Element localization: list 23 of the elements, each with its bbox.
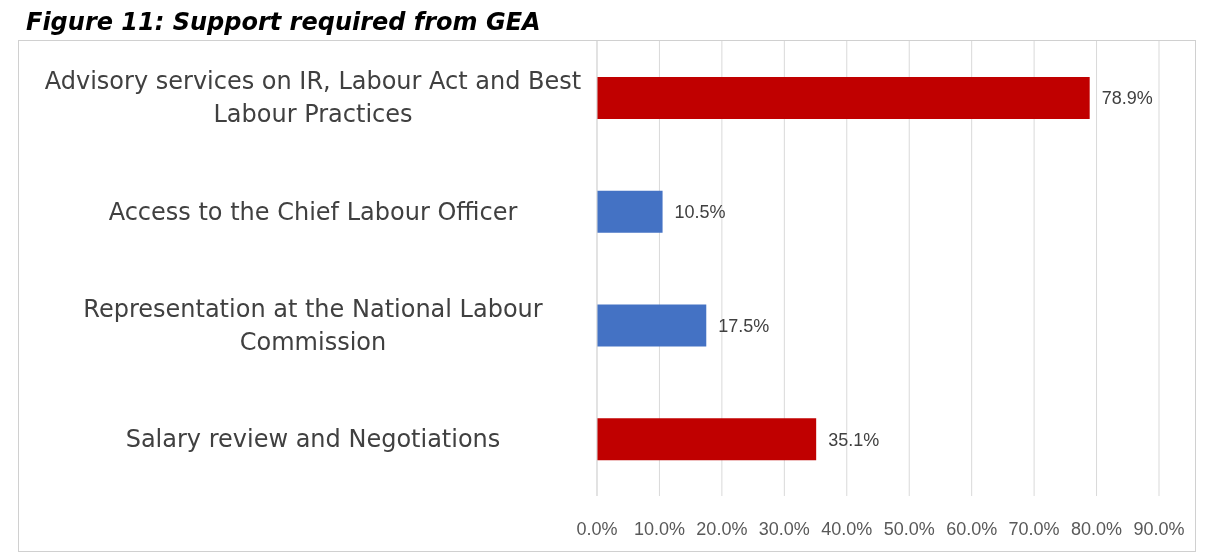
x-tick-label: 30.0% (758, 518, 810, 539)
x-tick-label: 60.0% (946, 518, 998, 539)
y-tick-label: Representation at the National Labour Commission (83, 294, 543, 356)
x-tick-label: 50.0% (883, 518, 935, 539)
x-tick-label: 80.0% (1071, 518, 1123, 539)
y-tick-label: Advisory services on IR, Labour Act and Best Labour Practices (44, 67, 582, 129)
bar (597, 77, 1090, 119)
y-tick-label: Access to the Chief Labour Officer (108, 197, 518, 226)
bar (597, 190, 663, 233)
bar (597, 418, 817, 461)
data-label: 78.9% (1101, 88, 1153, 109)
text: Figure 11: Support required from GEA (26, 8, 541, 36)
x-tick-label: 20.0% (696, 518, 748, 539)
x-tick-label: 10.0% (633, 518, 685, 539)
x-tick-label: 90.0% (1133, 518, 1185, 539)
data-label: 10.5% (674, 202, 726, 223)
data-label: 17.5% (718, 315, 770, 336)
x-tick-label: 40.0% (821, 518, 873, 539)
data-label: 35.1% (828, 429, 880, 450)
y-tick-label: Salary review and Negotiations (125, 425, 501, 454)
x-tick-label: 70.0% (1008, 518, 1060, 539)
bar (597, 304, 707, 347)
x-tick-label: 0.0% (576, 518, 618, 539)
